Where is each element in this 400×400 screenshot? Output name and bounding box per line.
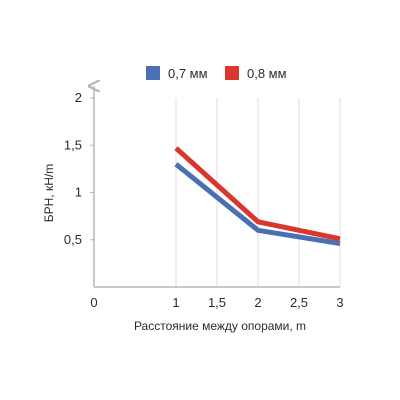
x-axis-label: Расстояние между опорами, m (134, 319, 306, 333)
y-tick-label: 1 (75, 185, 82, 200)
series-layer (174, 146, 341, 246)
x-tick-label: 1 (172, 295, 179, 310)
x-tick-label: 2,5 (290, 295, 308, 310)
legend-item-0: 0,7 мм (146, 66, 208, 81)
legend-label: 0,8 мм (247, 66, 287, 81)
axes (90, 86, 340, 288)
x-tick-label: 1,5 (208, 295, 226, 310)
grid (175, 98, 341, 287)
y-tick-label: 0,5 (64, 232, 82, 247)
y-axis-label: БРН, кН/m (42, 164, 56, 222)
x-tick-label: 3 (336, 295, 343, 310)
legend-item-1: 0,8 мм (225, 66, 287, 81)
legend: 0,7 мм 0,8 мм (146, 66, 287, 81)
x-tick-label: 2 (254, 295, 261, 310)
y-tick-label: 2 (75, 90, 82, 105)
x-tick-label: 0 (90, 295, 97, 310)
legend-swatch (146, 66, 160, 80)
legend-swatch (225, 66, 239, 80)
tick-labels: 0 1 1,5 2 2,5 3 0,5 1 1,5 2 (64, 90, 344, 310)
series-line-0 (174, 162, 341, 246)
y-tick-label: 1,5 (64, 137, 82, 152)
series-line-1 (174, 146, 341, 242)
legend-label: 0,7 мм (168, 66, 208, 81)
